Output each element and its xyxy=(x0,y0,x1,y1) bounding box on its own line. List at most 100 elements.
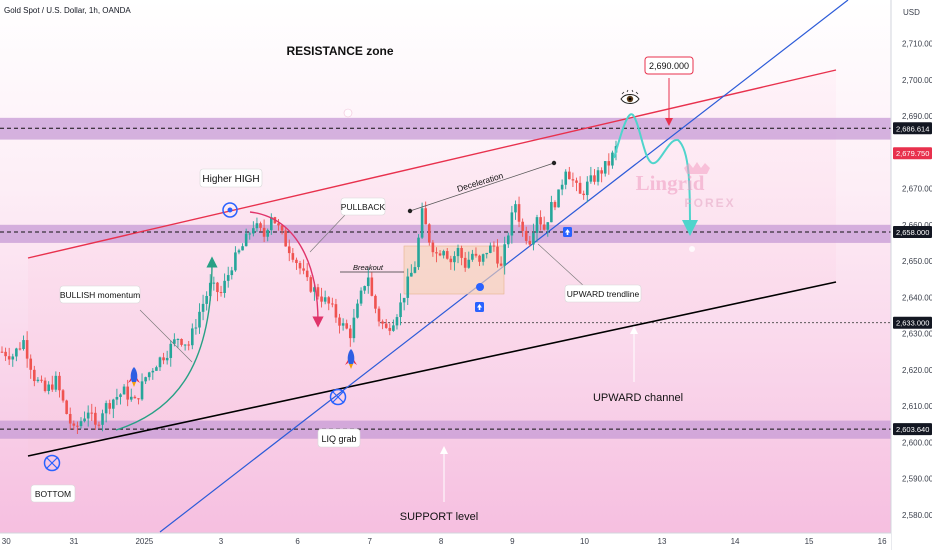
candle-body[interactable] xyxy=(133,396,137,399)
candle-body[interactable] xyxy=(86,412,90,419)
candle-body[interactable] xyxy=(582,193,585,196)
candle-body[interactable] xyxy=(517,204,521,222)
candle-body[interactable] xyxy=(68,413,72,424)
candle-body[interactable] xyxy=(287,246,291,254)
candle-body[interactable] xyxy=(377,308,381,322)
higher-high-marker[interactable] xyxy=(222,202,238,218)
candle-body[interactable] xyxy=(471,253,474,260)
candle-body[interactable] xyxy=(198,311,201,328)
candle-body[interactable] xyxy=(65,400,68,414)
candle-body[interactable] xyxy=(524,230,528,241)
candle-body[interactable] xyxy=(557,189,560,208)
channel-top-line[interactable] xyxy=(27,69,837,259)
candle-body[interactable] xyxy=(295,259,298,264)
candle-body[interactable] xyxy=(162,357,165,361)
candle-body[interactable] xyxy=(18,348,22,350)
candle-body[interactable] xyxy=(183,344,187,346)
candle-body[interactable] xyxy=(600,170,603,174)
candle-body[interactable] xyxy=(7,356,11,360)
candle-body[interactable] xyxy=(467,259,471,268)
candle-body[interactable] xyxy=(442,251,445,256)
candle-body[interactable] xyxy=(334,304,338,318)
candle-body[interactable] xyxy=(356,303,359,318)
candle-body[interactable] xyxy=(219,292,223,294)
candle-body[interactable] xyxy=(449,258,453,263)
candle-body[interactable] xyxy=(244,233,248,247)
candle-body[interactable] xyxy=(568,171,571,180)
candle-body[interactable] xyxy=(104,403,108,414)
candle-body[interactable] xyxy=(402,297,406,303)
candle-body[interactable] xyxy=(485,252,489,255)
liq-grab-marker[interactable] xyxy=(329,388,347,406)
candle-body[interactable] xyxy=(305,270,309,278)
price-tag[interactable] xyxy=(893,316,932,329)
candle-body[interactable] xyxy=(61,390,65,401)
candle-body[interactable] xyxy=(399,302,402,318)
candle-body[interactable] xyxy=(427,224,431,243)
candle-body[interactable] xyxy=(72,423,76,426)
candle-body[interactable] xyxy=(25,340,29,359)
candle-body[interactable] xyxy=(169,343,173,358)
candle-body[interactable] xyxy=(341,323,345,326)
upward-trendline-callout[interactable]: UPWARD trendline xyxy=(564,284,642,303)
candle-body[interactable] xyxy=(155,367,158,371)
candle-body[interactable] xyxy=(348,328,352,339)
candle-body[interactable] xyxy=(176,338,180,340)
candle-body[interactable] xyxy=(58,375,61,391)
candle-body[interactable] xyxy=(539,217,542,225)
candle-body[interactable] xyxy=(323,297,327,302)
price-tag[interactable] xyxy=(893,226,932,239)
candle-body[interactable] xyxy=(252,228,255,234)
channel-bottom-line[interactable] xyxy=(27,281,837,457)
candle-body[interactable] xyxy=(521,221,524,231)
candle-body[interactable] xyxy=(119,394,122,397)
price-scale[interactable] xyxy=(891,0,932,550)
candle-body[interactable] xyxy=(230,270,234,276)
candle-body[interactable] xyxy=(474,253,478,256)
candle-body[interactable] xyxy=(50,384,54,390)
candle-body[interactable] xyxy=(388,327,392,331)
candle-body[interactable] xyxy=(309,277,313,292)
candle-body[interactable] xyxy=(144,377,147,382)
candle-body[interactable] xyxy=(248,233,252,235)
candle-body[interactable] xyxy=(392,325,395,331)
candle-body[interactable] xyxy=(413,267,417,273)
candle-body[interactable] xyxy=(112,399,115,409)
candle-body[interactable] xyxy=(352,317,356,339)
candle-body[interactable] xyxy=(191,328,194,346)
candle-body[interactable] xyxy=(453,256,456,263)
candle-body[interactable] xyxy=(374,295,377,309)
candle-body[interactable] xyxy=(550,201,553,223)
candle-body[interactable] xyxy=(129,396,133,400)
candle-body[interactable] xyxy=(514,204,517,213)
candle-body[interactable] xyxy=(593,175,596,182)
candle-body[interactable] xyxy=(280,225,284,231)
candle-body[interactable] xyxy=(589,175,593,182)
candle-body[interactable] xyxy=(435,252,438,254)
bottom-marker[interactable] xyxy=(43,454,61,472)
candle-body[interactable] xyxy=(596,170,600,182)
candle-body[interactable] xyxy=(33,369,36,382)
candle-body[interactable] xyxy=(216,282,219,293)
pullback-callout[interactable]: PULLBACK xyxy=(340,197,386,216)
candle-body[interactable] xyxy=(194,327,198,329)
candle-body[interactable] xyxy=(187,344,191,346)
candle-body[interactable] xyxy=(22,340,25,350)
candle-body[interactable] xyxy=(381,321,384,324)
candle-body[interactable] xyxy=(212,282,216,284)
candle-body[interactable] xyxy=(223,280,226,293)
candle-body[interactable] xyxy=(571,179,575,181)
candle-body[interactable] xyxy=(15,348,18,357)
candle-body[interactable] xyxy=(313,287,316,292)
candle-body[interactable] xyxy=(201,303,205,312)
candle-body[interactable] xyxy=(43,380,47,391)
candle-body[interactable] xyxy=(54,375,58,390)
time-axis[interactable] xyxy=(0,533,891,550)
candle-body[interactable] xyxy=(76,425,79,427)
candle-body[interactable] xyxy=(234,252,237,271)
candle-body[interactable] xyxy=(115,396,119,400)
candle-body[interactable] xyxy=(366,277,370,287)
candle-body[interactable] xyxy=(226,275,230,281)
candle-body[interactable] xyxy=(94,412,97,425)
